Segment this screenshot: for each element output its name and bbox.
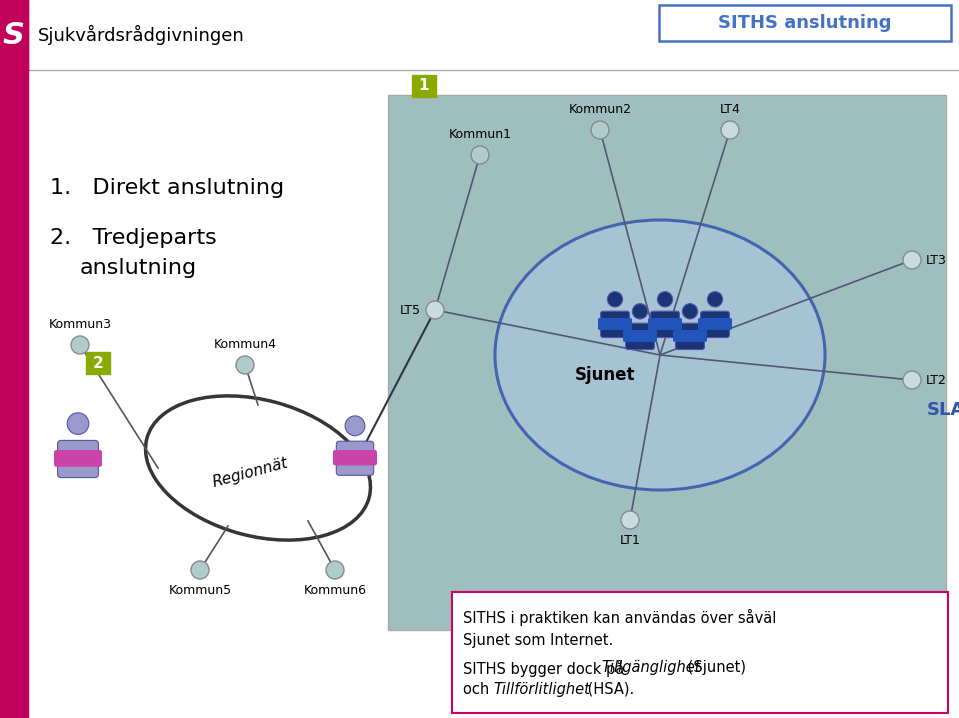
Bar xyxy=(0,0,28,70)
Circle shape xyxy=(903,251,921,269)
Circle shape xyxy=(683,304,697,319)
Ellipse shape xyxy=(146,396,370,540)
Circle shape xyxy=(71,336,89,354)
Text: LT3: LT3 xyxy=(926,253,947,266)
Text: SITHS anslutning: SITHS anslutning xyxy=(718,14,892,32)
Text: Kommun2: Kommun2 xyxy=(569,103,631,116)
Text: LT2: LT2 xyxy=(926,373,947,386)
Circle shape xyxy=(657,292,672,307)
Circle shape xyxy=(471,146,489,164)
Text: Sjunet: Sjunet xyxy=(574,366,635,384)
Circle shape xyxy=(721,121,739,139)
Circle shape xyxy=(903,371,921,389)
Circle shape xyxy=(708,292,723,307)
FancyBboxPatch shape xyxy=(675,323,705,350)
FancyBboxPatch shape xyxy=(54,450,102,467)
Text: (HSA).: (HSA). xyxy=(583,682,634,697)
Text: Tillgänglighet: Tillgänglighet xyxy=(601,660,700,675)
Text: Regionnät: Regionnät xyxy=(210,456,290,490)
FancyBboxPatch shape xyxy=(333,450,377,465)
Text: SITHS bygger dock på: SITHS bygger dock på xyxy=(463,660,629,677)
Text: 2: 2 xyxy=(93,355,104,370)
Text: (Sjunet): (Sjunet) xyxy=(683,660,746,675)
Text: LT4: LT4 xyxy=(719,103,740,116)
Circle shape xyxy=(191,561,209,579)
FancyBboxPatch shape xyxy=(452,592,948,713)
Text: LT1: LT1 xyxy=(620,534,641,547)
Text: 1.   Direkt anslutning: 1. Direkt anslutning xyxy=(50,178,284,198)
Text: Sjukvårdsrådgivningen: Sjukvårdsrådgivningen xyxy=(38,25,245,45)
Circle shape xyxy=(426,301,444,319)
Text: Kommun6: Kommun6 xyxy=(303,584,366,597)
Circle shape xyxy=(326,561,344,579)
Text: LT5: LT5 xyxy=(400,304,421,317)
Bar xyxy=(0,0,28,718)
FancyBboxPatch shape xyxy=(600,311,629,337)
Bar xyxy=(28,0,959,70)
Text: och: och xyxy=(463,682,494,697)
FancyBboxPatch shape xyxy=(698,318,732,330)
Text: SLA: SLA xyxy=(927,401,959,419)
Text: Tillförlitlighet: Tillförlitlighet xyxy=(493,682,590,697)
FancyBboxPatch shape xyxy=(659,5,951,41)
FancyBboxPatch shape xyxy=(648,318,682,330)
Circle shape xyxy=(591,121,609,139)
FancyBboxPatch shape xyxy=(58,440,99,477)
Circle shape xyxy=(607,292,622,307)
Text: 2.   Tredjeparts: 2. Tredjeparts xyxy=(50,228,217,248)
Text: Kommun4: Kommun4 xyxy=(214,338,276,351)
Circle shape xyxy=(236,356,254,374)
FancyBboxPatch shape xyxy=(625,323,654,350)
Bar xyxy=(412,75,436,97)
Circle shape xyxy=(632,304,647,319)
Circle shape xyxy=(67,413,89,434)
Circle shape xyxy=(621,511,639,529)
Text: 1: 1 xyxy=(419,78,430,93)
FancyBboxPatch shape xyxy=(701,311,730,337)
Text: anslutning: anslutning xyxy=(80,258,198,278)
Text: Kommun1: Kommun1 xyxy=(449,128,511,141)
Text: S: S xyxy=(3,21,25,50)
FancyBboxPatch shape xyxy=(650,311,679,337)
Circle shape xyxy=(345,416,365,436)
FancyBboxPatch shape xyxy=(337,441,374,475)
Ellipse shape xyxy=(495,220,825,490)
Text: SITHS i praktiken kan användas över såväl
Sjunet som Internet.: SITHS i praktiken kan användas över såvä… xyxy=(463,609,777,648)
Text: Kommun5: Kommun5 xyxy=(169,584,231,597)
FancyBboxPatch shape xyxy=(598,318,632,330)
FancyBboxPatch shape xyxy=(623,330,657,342)
Bar xyxy=(86,352,110,374)
Bar xyxy=(388,95,946,630)
FancyBboxPatch shape xyxy=(673,330,707,342)
Text: Kommun3: Kommun3 xyxy=(49,318,111,331)
